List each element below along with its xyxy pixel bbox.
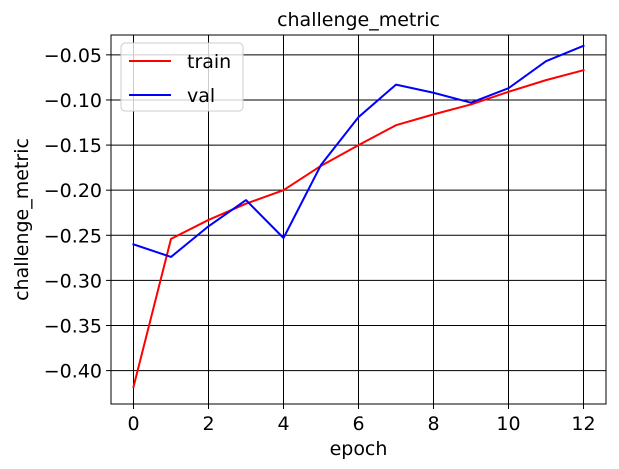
grid-layer	[111, 35, 606, 404]
x-tick-label: 12	[571, 413, 595, 435]
series-line-train	[132, 68, 585, 389]
y-tick-label: −0.05	[44, 45, 102, 67]
x-tick-label: 4	[277, 413, 289, 435]
legend-label-train: train	[187, 51, 231, 73]
x-tick-label: 10	[496, 413, 520, 435]
tick-layer: 0 2 4 6 8 10 12 −0.40 −0.35 −0.30 −0.25 −0.20 −0.15 −…	[44, 45, 596, 435]
x-tick-label: 6	[352, 413, 364, 435]
y-tick-label: −0.30	[44, 270, 102, 292]
series-line-val	[132, 44, 585, 258]
series-layer	[132, 44, 585, 389]
y-tick-label: −0.40	[44, 361, 102, 383]
legend: train val	[120, 42, 244, 112]
x-tick-label: 2	[202, 413, 214, 435]
y-tick-label: −0.10	[44, 90, 102, 112]
y-tick-label: −0.35	[44, 316, 102, 338]
x-axis-label: epoch	[330, 438, 388, 460]
y-tick-label: −0.15	[44, 135, 102, 157]
x-tick-label: 8	[427, 413, 439, 435]
y-tick-label: −0.20	[44, 180, 102, 202]
legend-label-val: val	[187, 85, 215, 107]
y-axis-label: challenge_metric	[11, 138, 33, 301]
y-tick-label: −0.25	[44, 225, 102, 247]
x-tick-label: 0	[127, 413, 139, 435]
chart-title: challenge_metric	[277, 9, 440, 31]
